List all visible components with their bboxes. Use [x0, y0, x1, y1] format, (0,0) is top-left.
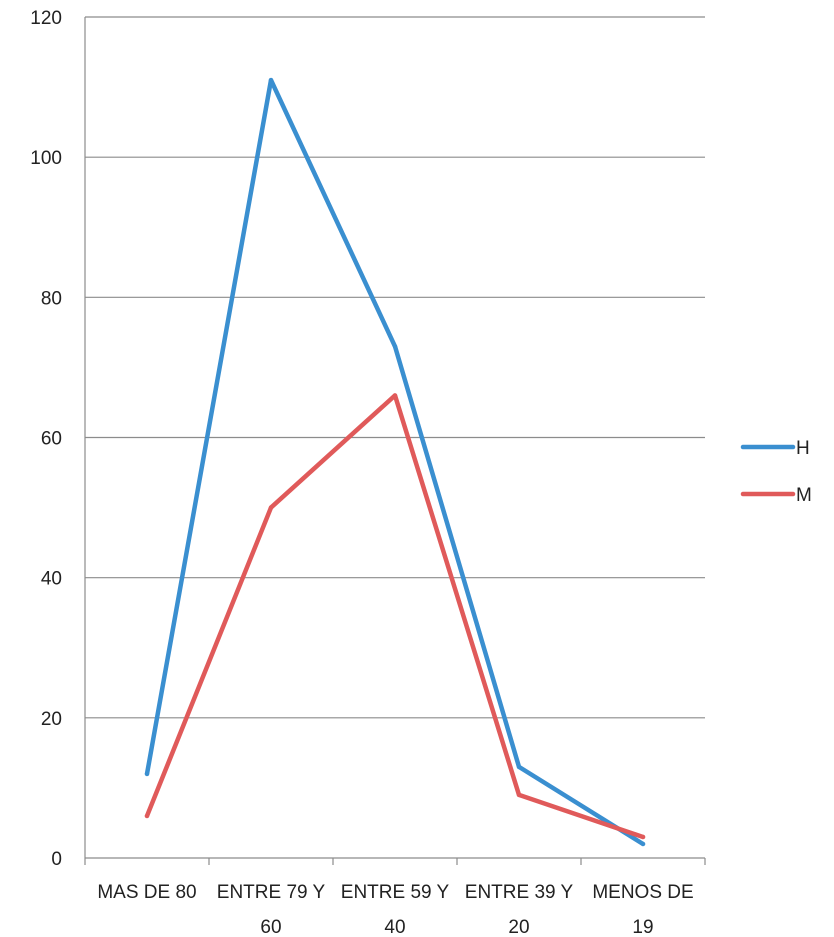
data-point-h [392, 344, 398, 349]
x-tick-label-line: 60 [260, 917, 281, 937]
data-point-h [516, 764, 522, 770]
y-tick-label: 0 [51, 849, 62, 870]
data-point-m [268, 505, 274, 510]
y-tick-label: 80 [41, 288, 62, 309]
data-point-m [640, 834, 646, 840]
data-point-m [516, 792, 522, 798]
legend-label: H [796, 438, 810, 459]
x-tick-label-line: MAS DE 80 [97, 882, 196, 903]
axes [84, 17, 706, 865]
legend-item-m: M [740, 485, 812, 506]
x-tick-label-line: 19 [632, 917, 653, 937]
y-tick-label: 120 [30, 8, 62, 29]
x-tick-label-line: ENTRE 39 Y [465, 882, 574, 903]
series-line-h [144, 77, 646, 847]
y-tick-label: 20 [41, 709, 62, 730]
x-tick-label-line: MENOS DE [592, 882, 693, 903]
y-tick-label: 40 [41, 569, 62, 590]
x-axis-ticks: MAS DE 80 ENTRE 79 Y 60 ENTRE 59 Y 40 ENTRE 3… [97, 882, 693, 937]
legend: HM [740, 438, 812, 506]
x-tick-label: ENTRE 59 Y 40 [341, 882, 450, 937]
x-tick-label-line: ENTRE 59 Y [341, 882, 450, 903]
data-point-h [144, 771, 150, 777]
legend-item-h: H [740, 438, 810, 459]
data-point-m [144, 813, 150, 819]
x-tick-label: MENOS DE 19 [592, 882, 693, 937]
x-tick-label-line: 20 [508, 917, 529, 937]
y-tick-label: 100 [30, 148, 62, 169]
y-tick-label: 60 [41, 429, 62, 450]
x-tick-label: ENTRE 79 Y 60 [217, 882, 326, 937]
data-point-h [268, 77, 274, 83]
data-point-m [392, 393, 398, 398]
x-tick-label-line: 40 [384, 917, 405, 937]
data-point-h [640, 841, 646, 847]
x-tick-label: ENTRE 39 Y 20 [465, 882, 574, 937]
y-axis-ticks: 0 20 40 60 80 100 120 [30, 8, 62, 870]
series-lines [144, 77, 646, 847]
x-tick-label: MAS DE 80 [97, 882, 196, 903]
x-tick-label-line: ENTRE 79 Y [217, 882, 326, 903]
legend-label: M [796, 485, 812, 506]
series-line-m [144, 393, 646, 840]
gridlines [85, 16, 705, 719]
